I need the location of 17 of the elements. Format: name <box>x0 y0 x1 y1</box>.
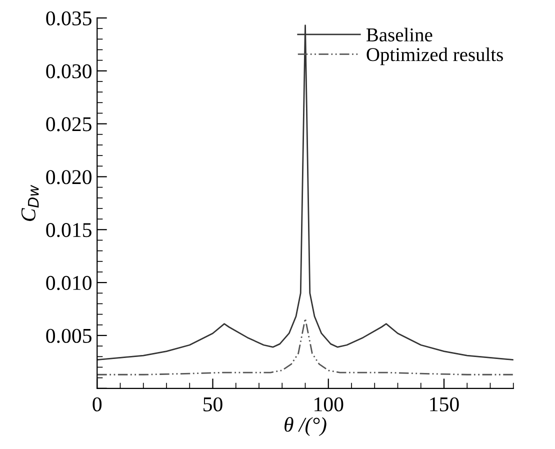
x-tick-label: 50 <box>204 397 222 412</box>
y-axis-title: C$_{Dw}$ <box>21 184 39 221</box>
y-tick-label: 0.025 <box>46 117 92 132</box>
x-axis-title: θ /(°) <box>284 417 326 436</box>
line-series <box>97 318 514 376</box>
x-tick-label: 150 <box>430 397 459 412</box>
y-tick-label: 0.005 <box>46 328 92 343</box>
line-series <box>97 24 514 361</box>
legend-label: Baseline <box>366 28 432 42</box>
y-tick-label: 0.020 <box>46 170 92 184</box>
y-tick-label: 0.030 <box>46 64 92 78</box>
y-tick-label: 0.010 <box>46 276 92 290</box>
x-tick-label: 0 <box>92 397 102 412</box>
legend-label: Optimized results <box>366 47 503 66</box>
y-tick-label: 0.035 <box>46 11 92 26</box>
x-tick-label: 100 <box>314 397 344 412</box>
y-tick-label: 0.015 <box>46 223 92 238</box>
